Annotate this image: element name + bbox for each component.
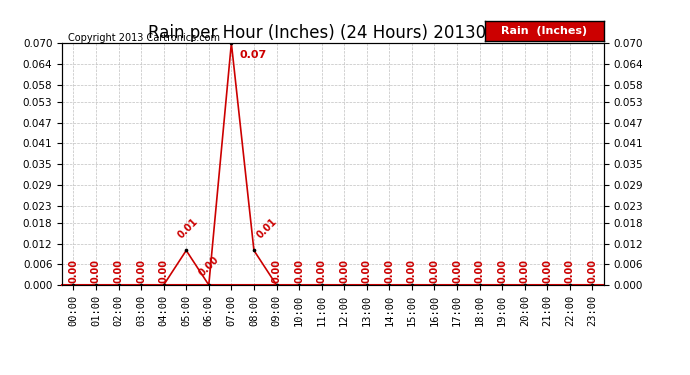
Text: Rain  (Inches): Rain (Inches) bbox=[501, 26, 587, 36]
Point bbox=[181, 248, 192, 254]
Text: 0.00: 0.00 bbox=[136, 259, 146, 283]
Text: 0.00: 0.00 bbox=[362, 259, 372, 283]
Point bbox=[384, 282, 395, 288]
Point bbox=[474, 282, 485, 288]
Point bbox=[451, 282, 462, 288]
Text: 0.01: 0.01 bbox=[255, 216, 279, 240]
Point bbox=[158, 282, 169, 288]
Point bbox=[316, 282, 327, 288]
Text: 0.00: 0.00 bbox=[475, 259, 484, 283]
Text: 0.00: 0.00 bbox=[114, 259, 124, 283]
Text: 0.00: 0.00 bbox=[271, 259, 282, 283]
Text: 0.01: 0.01 bbox=[176, 216, 200, 240]
Point bbox=[135, 282, 146, 288]
Point bbox=[68, 282, 79, 288]
Point bbox=[339, 282, 350, 288]
Point bbox=[542, 282, 553, 288]
Text: 0.07: 0.07 bbox=[239, 50, 266, 60]
Text: 0.00: 0.00 bbox=[159, 259, 168, 283]
Point bbox=[271, 282, 282, 288]
Point bbox=[520, 282, 531, 288]
Point bbox=[293, 282, 304, 288]
Text: 0.00: 0.00 bbox=[542, 259, 552, 283]
Point bbox=[226, 40, 237, 46]
Text: 0.00: 0.00 bbox=[91, 259, 101, 283]
Text: 0.00: 0.00 bbox=[384, 259, 395, 283]
Point bbox=[204, 282, 215, 288]
Text: 0.00: 0.00 bbox=[587, 259, 598, 283]
Text: 0.00: 0.00 bbox=[317, 259, 326, 283]
Text: 0.00: 0.00 bbox=[197, 254, 220, 278]
Title: Rain per Hour (Inches) (24 Hours) 20130128: Rain per Hour (Inches) (24 Hours) 201301… bbox=[148, 24, 518, 42]
Point bbox=[90, 282, 101, 288]
Text: 0.00: 0.00 bbox=[497, 259, 507, 283]
Text: 0.00: 0.00 bbox=[407, 259, 417, 283]
Point bbox=[362, 282, 373, 288]
Point bbox=[248, 248, 259, 254]
Point bbox=[564, 282, 575, 288]
Text: 0.00: 0.00 bbox=[429, 259, 440, 283]
Point bbox=[429, 282, 440, 288]
Text: Copyright 2013 Cartronics.com: Copyright 2013 Cartronics.com bbox=[68, 33, 219, 44]
Point bbox=[406, 282, 417, 288]
Point bbox=[587, 282, 598, 288]
Point bbox=[497, 282, 508, 288]
Text: 0.00: 0.00 bbox=[339, 259, 349, 283]
Text: 0.00: 0.00 bbox=[565, 259, 575, 283]
Text: 0.00: 0.00 bbox=[452, 259, 462, 283]
Text: 0.00: 0.00 bbox=[68, 259, 79, 283]
Point bbox=[113, 282, 124, 288]
Text: 0.00: 0.00 bbox=[520, 259, 530, 283]
Text: 0.00: 0.00 bbox=[294, 259, 304, 283]
